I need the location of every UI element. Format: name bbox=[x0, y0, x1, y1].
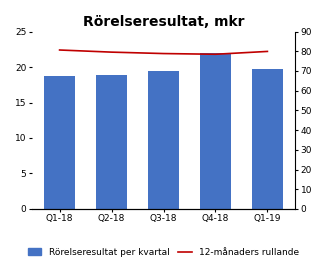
Bar bbox=[200, 53, 231, 209]
Bar bbox=[148, 70, 179, 209]
Legend: Rörelseresultat per kvartal, 12-månaders rullande: Rörelseresultat per kvartal, 12-månaders… bbox=[24, 244, 303, 260]
Bar bbox=[96, 75, 127, 209]
Title: Rörelseresultat, mkr: Rörelseresultat, mkr bbox=[83, 15, 244, 29]
Bar bbox=[252, 69, 283, 209]
Bar bbox=[44, 76, 75, 209]
